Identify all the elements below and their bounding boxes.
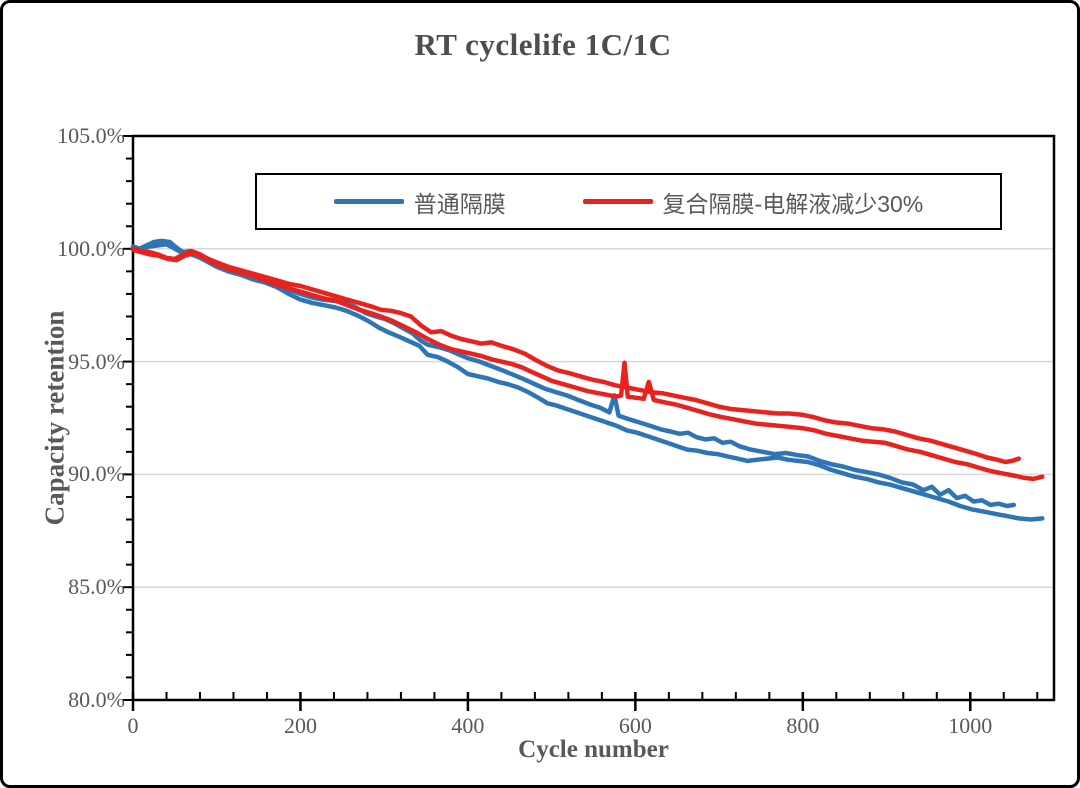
x-tick-label: 400 (451, 713, 485, 738)
y-tick-label: 95.0% (68, 348, 125, 374)
y-tick-label: 105.0% (57, 123, 125, 148)
blue-line-sample-icon (333, 199, 404, 204)
legend-label-blue: 普通隔膜 (413, 190, 506, 217)
x-tick-label: 600 (618, 713, 652, 738)
series-line (130, 247, 1045, 482)
series-line (130, 242, 1045, 522)
legend-entry-red: 复合隔膜-电解液减少30% (582, 185, 924, 219)
chart-title: RT cyclelife 1C/1C (414, 27, 672, 62)
legend-entry-blue: 普通隔膜 (333, 185, 506, 219)
series-line (130, 246, 1022, 465)
y-tick-label: 90.0% (68, 461, 125, 487)
y-tick-label: 85.0% (68, 574, 125, 600)
y-tick-label: 100.0% (57, 235, 125, 261)
x-tick-label: 0 (127, 713, 139, 738)
plot-area (123, 134, 1056, 711)
x-tick-label: 1000 (948, 713, 993, 738)
red-line-sample-icon (582, 199, 653, 204)
x-tick-label: 200 (283, 713, 317, 738)
legend-box: 普通隔膜 复合隔膜-电解液减少30% (255, 173, 1002, 230)
plot-border (131, 134, 1056, 702)
y-tick-label: 80.0% (68, 687, 125, 712)
x-tick-label: 800 (786, 713, 820, 738)
x-axis-title: Cycle number (518, 736, 669, 763)
legend-label-red: 复合隔膜-电解液减少30% (662, 190, 924, 217)
